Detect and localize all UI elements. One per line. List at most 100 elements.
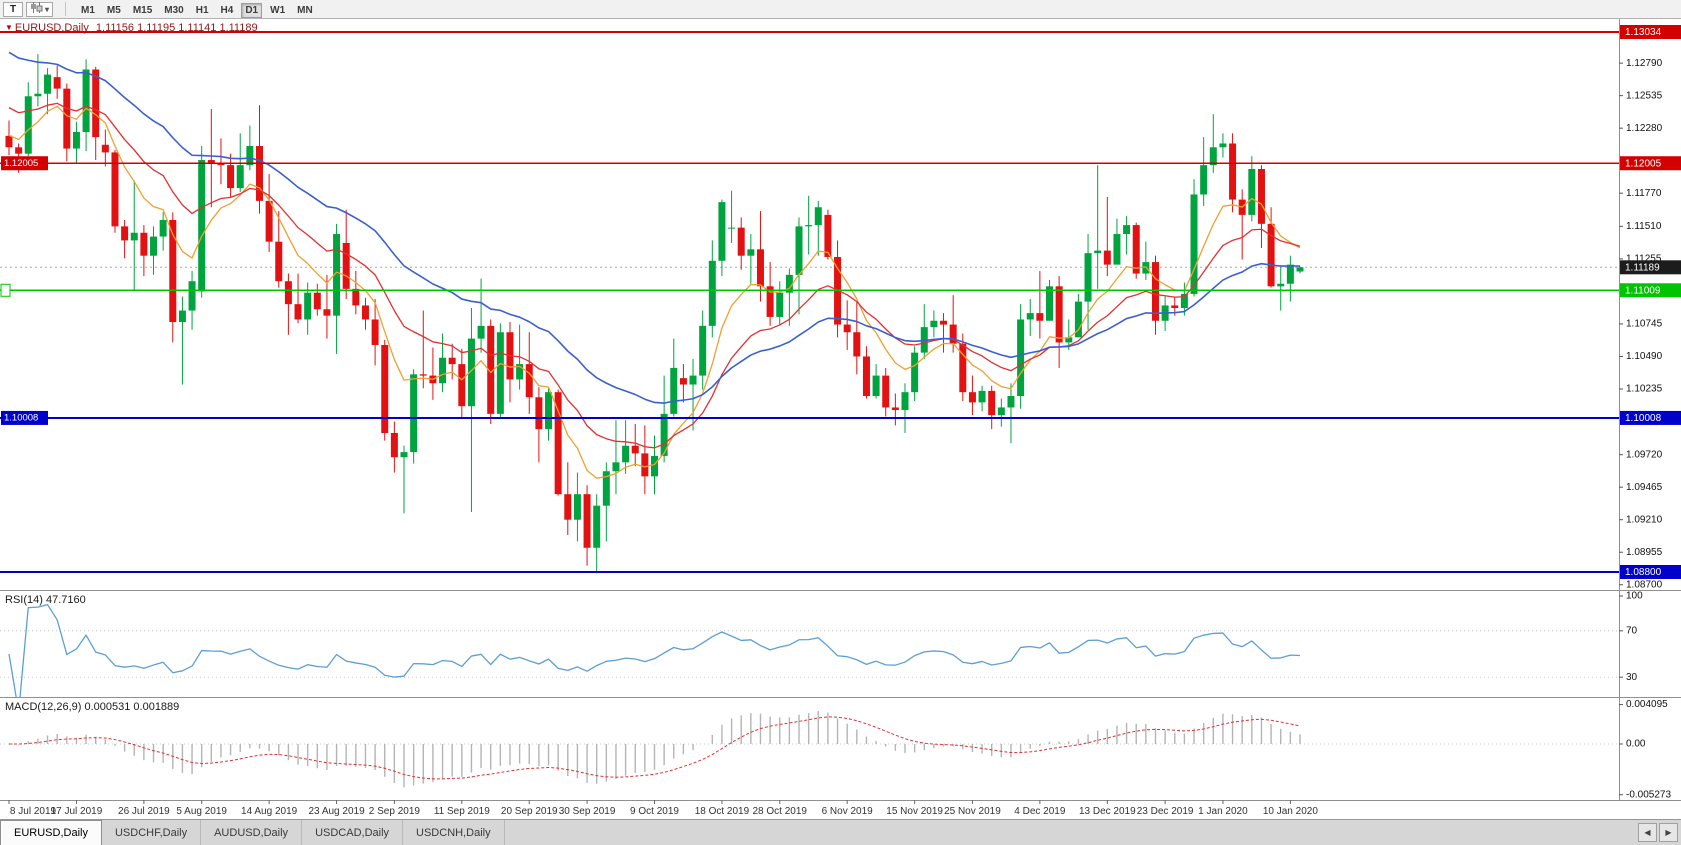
candle <box>53 77 61 89</box>
hline-left-label: 1.10008 <box>4 412 38 423</box>
candle <box>150 236 158 256</box>
candle <box>776 292 784 317</box>
price-tick-label: 1.12280 <box>1626 123 1663 134</box>
price-tick-label: 1.11255 <box>1626 254 1662 265</box>
price-axis[interactable]: 1.12790 1.12535 1.12280 1.11770 1.11510 1.112… <box>1619 25 1681 800</box>
chart-tab-usdchf[interactable]: USDCHF,Daily <box>102 820 202 845</box>
timeframe-button-m30[interactable]: M30 <box>160 3 187 18</box>
timeframe-button-w1[interactable]: W1 <box>266 3 289 18</box>
timeframe-button-h1[interactable]: H1 <box>192 3 213 18</box>
candle <box>1190 194 1198 294</box>
candle <box>24 96 32 154</box>
candle <box>843 324 851 333</box>
date-axis-label: 18 Oct 2019 <box>695 806 750 817</box>
date-axis-label: 10 Jan 2020 <box>1263 806 1318 817</box>
price-tick-label: 1.11770 <box>1626 188 1662 199</box>
candle <box>651 455 658 477</box>
candle <box>217 163 225 166</box>
price-label-box <box>1620 565 1681 579</box>
candle <box>1132 225 1140 274</box>
price-label-text: 1.08800 <box>1625 567 1662 578</box>
rsi-axis-label: 100 <box>1626 591 1643 602</box>
timeframe-button-m5[interactable]: M5 <box>103 3 125 18</box>
template-button-label: T <box>9 3 17 15</box>
candle <box>1084 253 1092 302</box>
candle <box>516 364 524 380</box>
chevron-down-icon: ▾ <box>45 4 50 14</box>
candle <box>1017 319 1025 396</box>
candle <box>188 281 196 311</box>
date-axis-label: 15 Nov 2019 <box>886 806 943 817</box>
chart-tab-usdcnh[interactable]: USDCNH,Daily <box>403 820 505 845</box>
hline-left-label-box <box>1 410 48 425</box>
date-axis-label: 4 Dec 2019 <box>1014 806 1066 817</box>
tabs-scroll-right-button[interactable]: ▶ <box>1659 823 1678 842</box>
price-chart-area[interactable]: 1.12005 1.10008 1.12790 1.12535 1.12280 1.117… <box>0 19 1681 819</box>
candlesticks <box>5 54 1304 574</box>
candle <box>660 413 668 456</box>
candle <box>1036 313 1044 321</box>
candle <box>1055 286 1063 343</box>
candle <box>795 226 803 275</box>
hline-left-label-box <box>1 156 48 171</box>
date-axis-label: 6 Nov 2019 <box>822 806 874 817</box>
candle <box>15 147 23 154</box>
price-tick-label: 1.09465 <box>1626 482 1663 493</box>
candle <box>1094 250 1102 254</box>
chart-style-dropdown[interactable]: ▾ <box>26 1 54 17</box>
candle <box>1074 301 1082 338</box>
candle <box>1219 143 1227 148</box>
rsi-panel <box>0 604 1619 697</box>
candle <box>968 392 976 403</box>
candle <box>728 227 736 229</box>
price-label-box <box>1620 25 1681 39</box>
candle <box>400 452 408 458</box>
candle <box>467 338 475 407</box>
timeframe-button-mn[interactable]: MN <box>293 3 317 18</box>
timeframe-button-m15[interactable]: M15 <box>129 3 156 18</box>
candle <box>631 445 639 454</box>
candle <box>111 152 119 227</box>
candle <box>284 281 292 305</box>
chart-stage: 1.12005 1.10008 1.12790 1.12535 1.12280 1.117… <box>0 19 1681 819</box>
candle <box>92 69 100 138</box>
candle <box>1026 313 1034 320</box>
candle <box>342 242 350 289</box>
candle <box>545 392 553 430</box>
candle <box>82 69 90 132</box>
candle <box>997 407 1005 416</box>
candle <box>564 494 572 520</box>
candle <box>978 390 986 403</box>
template-button[interactable]: T <box>3 1 23 17</box>
rsi-axis-label: 70 <box>1626 625 1638 636</box>
chart-tabs: EURUSD,Daily USDCHF,Daily AUDUSD,Daily USDC… <box>0 820 505 845</box>
chart-tab-eurusd[interactable]: EURUSD,Daily <box>0 820 102 845</box>
chart-tab-usdcad[interactable]: USDCAD,Daily <box>302 820 404 845</box>
candle <box>101 144 109 153</box>
timeframe-button-h4[interactable]: H4 <box>217 3 238 18</box>
date-axis-label: 23 Dec 2019 <box>1137 806 1194 817</box>
candle <box>1123 225 1131 235</box>
price-label-text: 1.11009 <box>1625 285 1661 296</box>
candle <box>1267 223 1275 287</box>
candle <box>44 74 52 94</box>
candle <box>1200 165 1208 195</box>
candle <box>352 288 360 306</box>
date-axis-label: 13 Dec 2019 <box>1079 806 1136 817</box>
moving-average-ma-mid <box>8 102 1301 449</box>
price-tick-label: 1.11510 <box>1626 221 1662 232</box>
candle <box>805 225 813 227</box>
date-axis-label: 5 Aug 2019 <box>176 806 227 817</box>
date-axis-label: 14 Aug 2019 <box>241 806 298 817</box>
candle <box>930 320 938 328</box>
timeframe-button-d1[interactable]: D1 <box>241 3 263 18</box>
tabs-scroll-left-button[interactable]: ◀ <box>1638 823 1657 842</box>
rsi-line <box>8 604 1301 697</box>
candle <box>1286 264 1294 284</box>
chart-tab-audusd[interactable]: AUDUSD,Daily <box>201 820 303 845</box>
price-tick-label: 1.10235 <box>1626 384 1663 395</box>
candle <box>265 200 273 242</box>
timeframe-button-m1[interactable]: M1 <box>77 3 99 18</box>
moving-average-ma-slow <box>8 51 1301 404</box>
